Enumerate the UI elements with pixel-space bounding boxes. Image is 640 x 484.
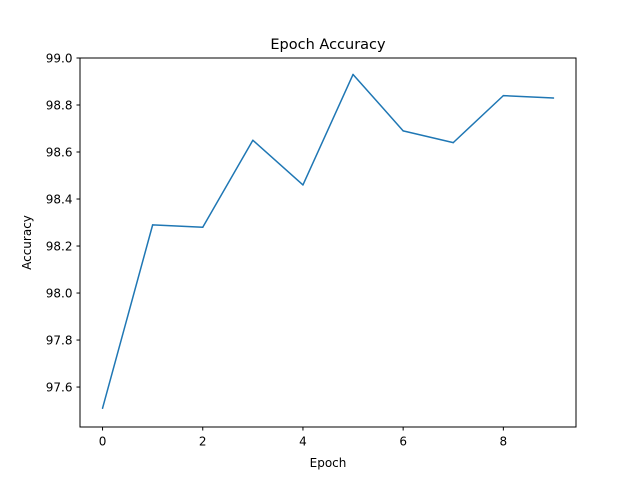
y-tick-label: 98.8 <box>46 99 73 113</box>
data-point <box>502 94 505 97</box>
y-tick-label: 98.6 <box>46 146 73 160</box>
chart-title: Epoch Accuracy <box>270 37 386 53</box>
x-tick-label: 0 <box>99 435 107 449</box>
y-tick-label: 98.2 <box>46 240 73 254</box>
data-point <box>452 141 455 144</box>
data-point <box>151 224 154 226</box>
y-tick-label: 98.0 <box>46 287 73 301</box>
x-axis-label: Epoch <box>310 456 347 470</box>
data-point <box>101 407 104 409</box>
data-point <box>302 184 304 186</box>
y-axis-label: Accuracy <box>20 215 34 270</box>
series-layer <box>101 73 555 409</box>
data-point <box>402 130 404 132</box>
data-point <box>552 97 555 99</box>
x-tick-label: 6 <box>399 435 407 449</box>
data-point <box>252 139 254 142</box>
x-tick-label: 8 <box>500 435 508 449</box>
x-axis-ticks: 0 2 4 6 8 <box>99 427 507 449</box>
x-tick-label: 2 <box>199 435 207 449</box>
series-line-0 <box>101 73 554 409</box>
y-axis-ticks: 97.6 97.8 98.0 98.2 98.4 98.6 98.8 99.0 <box>46 52 80 395</box>
y-tick-label: 97.6 <box>46 381 73 395</box>
y-tick-label: 97.8 <box>46 334 73 348</box>
y-tick-label: 98.4 <box>46 193 73 207</box>
plot-area-frame <box>79 57 577 428</box>
x-tick-label: 4 <box>299 435 307 449</box>
data-point <box>201 226 204 228</box>
data-point <box>352 73 354 76</box>
y-tick-label: 99.0 <box>46 52 73 66</box>
